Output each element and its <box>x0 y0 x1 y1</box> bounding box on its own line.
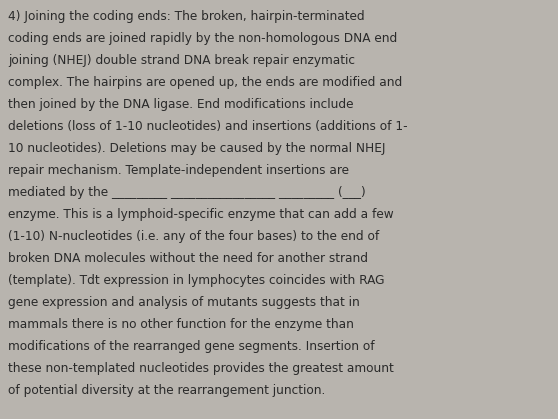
Text: repair mechanism. Template-independent insertions are: repair mechanism. Template-independent i… <box>8 164 349 177</box>
Text: of potential diversity at the rearrangement junction.: of potential diversity at the rearrangem… <box>8 384 325 397</box>
Text: these non-templated nucleotides provides the greatest amount: these non-templated nucleotides provides… <box>8 362 394 375</box>
Text: complex. The hairpins are opened up, the ends are modified and: complex. The hairpins are opened up, the… <box>8 76 402 89</box>
Text: joining (NHEJ) double strand DNA break repair enzymatic: joining (NHEJ) double strand DNA break r… <box>8 54 355 67</box>
Text: (template). Tdt expression in lymphocytes coincides with RAG: (template). Tdt expression in lymphocyte… <box>8 274 384 287</box>
Text: gene expression and analysis of mutants suggests that in: gene expression and analysis of mutants … <box>8 296 360 309</box>
Text: 10 nucleotides). Deletions may be caused by the normal NHEJ: 10 nucleotides). Deletions may be caused… <box>8 142 386 155</box>
Text: coding ends are joined rapidly by the non-homologous DNA end: coding ends are joined rapidly by the no… <box>8 32 397 45</box>
Text: 4) Joining the coding ends: The broken, hairpin-terminated: 4) Joining the coding ends: The broken, … <box>8 10 364 23</box>
Text: deletions (loss of 1-10 nucleotides) and insertions (additions of 1-: deletions (loss of 1-10 nucleotides) and… <box>8 120 408 133</box>
Text: modifications of the rearranged gene segments. Insertion of: modifications of the rearranged gene seg… <box>8 340 374 353</box>
Text: then joined by the DNA ligase. End modifications include: then joined by the DNA ligase. End modif… <box>8 98 354 111</box>
Text: mediated by the _________ _________________ _________ (___): mediated by the _________ ______________… <box>8 186 365 199</box>
Text: broken DNA molecules without the need for another strand: broken DNA molecules without the need fo… <box>8 252 368 265</box>
Text: mammals there is no other function for the enzyme than: mammals there is no other function for t… <box>8 318 354 331</box>
Text: enzyme. This is a lymphoid-specific enzyme that can add a few: enzyme. This is a lymphoid-specific enzy… <box>8 208 393 221</box>
Text: (1-10) N-nucleotides (i.e. any of the four bases) to the end of: (1-10) N-nucleotides (i.e. any of the fo… <box>8 230 379 243</box>
